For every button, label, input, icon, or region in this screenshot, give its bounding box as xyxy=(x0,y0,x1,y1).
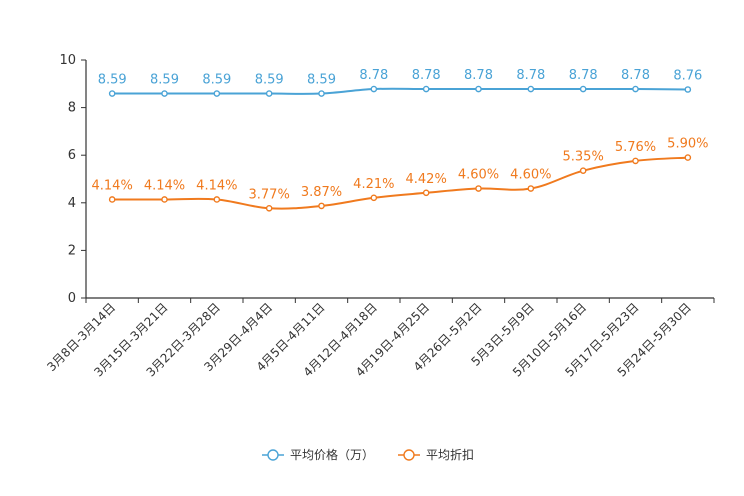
data-labels-group: 8.59 8.59 8.59 8.59 8.59 8.78 8.78 8.78 8.78 8.78… xyxy=(92,68,709,202)
data-point[interactable] xyxy=(161,196,168,203)
data-label: 8.59 xyxy=(255,73,284,88)
data-point[interactable] xyxy=(265,204,273,212)
data-label: 8.59 xyxy=(98,73,127,88)
data-label: 5.90% xyxy=(667,137,708,152)
axes-group: 02468103月8日-3月14日3月15日-3月21日3月22日-3月28日3… xyxy=(44,53,715,380)
y-tick-label: 8 xyxy=(68,101,76,116)
data-label: 4.60% xyxy=(510,168,551,183)
data-point[interactable] xyxy=(475,85,482,93)
data-label: 5.35% xyxy=(563,150,604,165)
data-label: 4.60% xyxy=(458,168,499,183)
data-point[interactable] xyxy=(161,90,168,97)
data-point[interactable] xyxy=(475,185,482,192)
data-label: 3.77% xyxy=(249,187,290,202)
data-label: 8.78 xyxy=(516,68,545,83)
data-label: 3.87% xyxy=(301,185,342,200)
legend-item-1[interactable]: 平均价格（万） xyxy=(262,447,374,462)
data-label: 4.14% xyxy=(144,178,185,193)
data-point[interactable] xyxy=(370,85,378,93)
data-point[interactable] xyxy=(108,90,116,97)
legend-marker-icon xyxy=(403,449,415,461)
data-label: 4.21% xyxy=(353,177,394,192)
data-point[interactable] xyxy=(265,90,273,97)
data-label: 8.76 xyxy=(673,69,702,84)
data-label: 8.59 xyxy=(202,73,231,88)
data-label: 8.78 xyxy=(359,68,388,83)
data-label: 8.78 xyxy=(464,68,493,83)
data-label: 4.42% xyxy=(406,172,447,187)
data-label: 8.59 xyxy=(150,73,179,88)
data-point[interactable] xyxy=(108,196,116,203)
data-label: 8.78 xyxy=(412,68,441,83)
series-line-1 xyxy=(112,87,688,95)
data-point[interactable] xyxy=(318,202,325,210)
data-label: 4.14% xyxy=(92,178,133,193)
y-tick-label: 2 xyxy=(68,243,76,258)
data-point[interactable] xyxy=(632,85,639,93)
data-point[interactable] xyxy=(422,85,430,93)
data-point[interactable] xyxy=(213,90,221,97)
legend-marker-icon xyxy=(267,449,279,461)
data-point[interactable] xyxy=(527,85,535,93)
y-tick-label: 10 xyxy=(59,53,76,68)
data-label: 4.14% xyxy=(196,178,237,193)
data-label: 8.78 xyxy=(569,68,598,83)
data-point[interactable] xyxy=(579,167,587,174)
data-label: 5.76% xyxy=(615,140,656,155)
data-point[interactable] xyxy=(422,189,430,197)
series-line-2 xyxy=(112,156,688,210)
legend: 平均价格（万） 平均折扣 xyxy=(262,447,474,462)
y-tick-label: 6 xyxy=(68,148,76,163)
legend-item-2[interactable]: 平均折扣 xyxy=(398,447,474,462)
data-point[interactable] xyxy=(684,86,692,93)
legend-label: 平均折扣 xyxy=(426,447,474,462)
data-point[interactable] xyxy=(579,85,587,93)
data-label: 8.78 xyxy=(621,68,650,83)
series-group xyxy=(108,85,692,212)
legend-label: 平均价格（万） xyxy=(290,447,374,462)
y-tick-label: 4 xyxy=(68,196,76,211)
data-point[interactable] xyxy=(684,154,692,161)
data-point[interactable] xyxy=(318,90,325,97)
data-point[interactable] xyxy=(370,194,378,202)
data-point[interactable] xyxy=(213,196,221,203)
data-point[interactable] xyxy=(527,185,535,192)
data-label: 8.59 xyxy=(307,73,336,88)
data-point[interactable] xyxy=(632,157,639,165)
y-tick-label: 0 xyxy=(68,291,76,306)
